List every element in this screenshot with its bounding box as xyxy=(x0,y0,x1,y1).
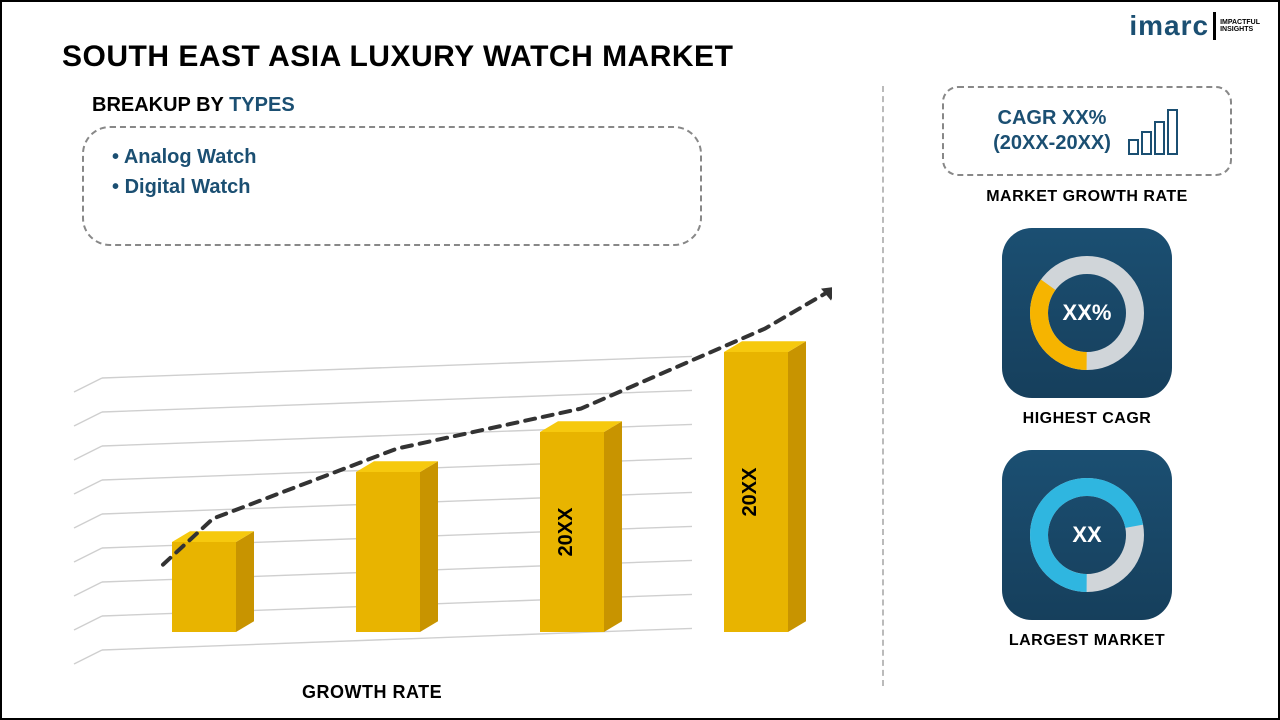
bar-growth-icon xyxy=(1125,106,1181,156)
breakup-prefix: BREAKUP BY xyxy=(92,94,229,116)
market-growth-rate-label: MARKET GROWTH RATE xyxy=(986,188,1188,206)
chart-svg: 20XX20XXCAGR XX% xyxy=(72,272,832,682)
cagr-summary-box: CAGR XX% (20XX-20XX) xyxy=(942,86,1232,176)
breakup-heading: BREAKUP BY TYPES xyxy=(92,94,295,117)
logo-tagline: IMPACTFUL INSIGHTS xyxy=(1220,19,1260,33)
largest-market-value: XX xyxy=(1072,522,1101,548)
cagr-line1: CAGR XX% xyxy=(993,106,1111,131)
largest-market-tile: XX xyxy=(1002,450,1172,620)
chart-x-label: GROWTH RATE xyxy=(302,682,442,703)
breakup-highlight: TYPES xyxy=(229,94,295,116)
cagr-summary-text: CAGR XX% (20XX-20XX) xyxy=(993,106,1111,156)
type-item: • Analog Watch xyxy=(112,142,672,172)
logo-divider xyxy=(1213,12,1216,40)
svg-text:20XX: 20XX xyxy=(739,467,761,517)
logo-text: imarc xyxy=(1129,10,1209,42)
highest-cagr-value: XX% xyxy=(1063,300,1112,326)
svg-text:20XX: 20XX xyxy=(555,507,577,557)
highest-cagr-label: HIGHEST CAGR xyxy=(1023,410,1152,428)
types-box: • Analog Watch • Digital Watch xyxy=(82,126,702,246)
largest-market-label: LARGEST MARKET xyxy=(1009,632,1165,650)
brand-logo: imarc IMPACTFUL INSIGHTS xyxy=(1129,10,1260,42)
logo-tagline-2: INSIGHTS xyxy=(1220,26,1260,33)
type-item: • Digital Watch xyxy=(112,172,672,202)
growth-chart: 20XX20XXCAGR XX% xyxy=(72,272,832,682)
type-item-label: Analog Watch xyxy=(124,146,257,168)
highest-cagr-tile: XX% xyxy=(1002,228,1172,398)
logo-tagline-1: IMPACTFUL xyxy=(1220,19,1260,26)
right-column: CAGR XX% (20XX-20XX) MARKET GROWTH RATE … xyxy=(922,86,1252,650)
cagr-line2: (20XX-20XX) xyxy=(993,131,1111,156)
page-title: SOUTH EAST ASIA LUXURY WATCH MARKET xyxy=(62,40,733,74)
type-item-label: Digital Watch xyxy=(125,176,251,198)
vertical-divider xyxy=(882,86,884,686)
